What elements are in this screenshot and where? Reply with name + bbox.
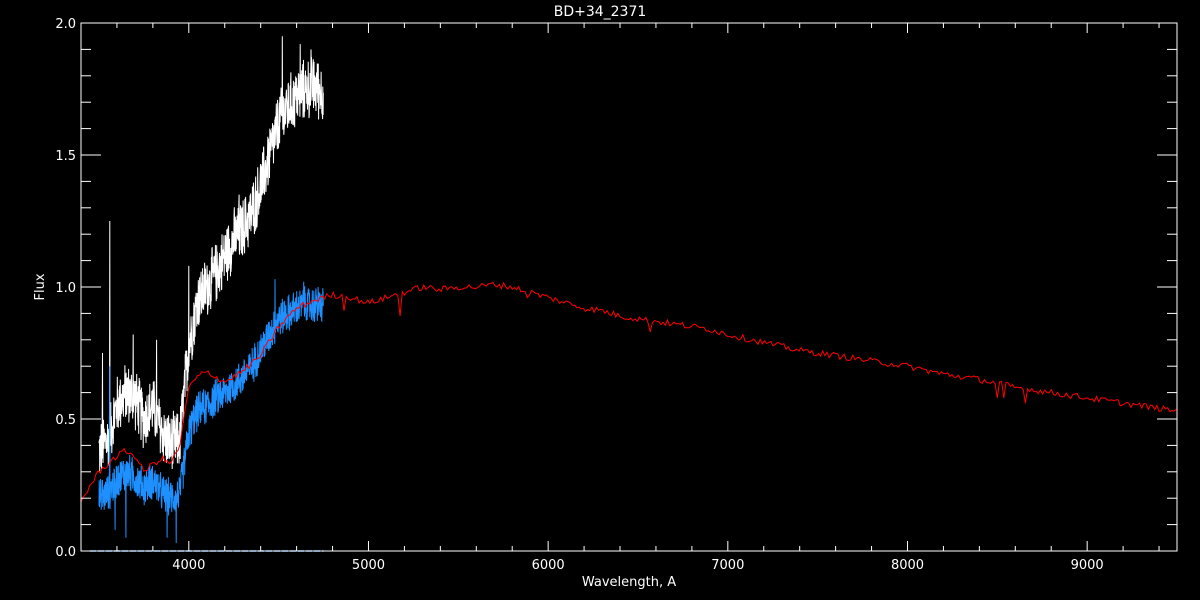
x-tick-label: 6000 bbox=[532, 558, 565, 573]
axis-layer: 4000 5000 6000 7000 8000 9000 0.0 0.5 1.0 1.5 2.0 bbox=[55, 17, 1177, 573]
x-tick-label: 5000 bbox=[352, 558, 385, 573]
model-spectrum-line bbox=[80, 281, 1177, 503]
x-tick-label: 9000 bbox=[1071, 558, 1104, 573]
y-tick-label: 1.0 bbox=[55, 281, 76, 296]
y-axis-label: Flux bbox=[33, 273, 48, 300]
chart-title: BD+34_2371 bbox=[554, 4, 647, 20]
x-tick-label: 4000 bbox=[172, 558, 205, 573]
y-tick-label: 0.5 bbox=[55, 413, 76, 428]
x-tick-label: 7000 bbox=[711, 558, 744, 573]
x-tick-label: 8000 bbox=[891, 558, 924, 573]
y-tick-label: 2.0 bbox=[55, 17, 76, 32]
observed-spectrum-line bbox=[98, 36, 324, 472]
scaled-spectrum-line bbox=[98, 279, 324, 544]
y-tick-label: 1.5 bbox=[55, 149, 76, 164]
y-tick-label: 0.0 bbox=[55, 545, 76, 560]
x-axis-label: Wavelength, A bbox=[582, 575, 676, 590]
